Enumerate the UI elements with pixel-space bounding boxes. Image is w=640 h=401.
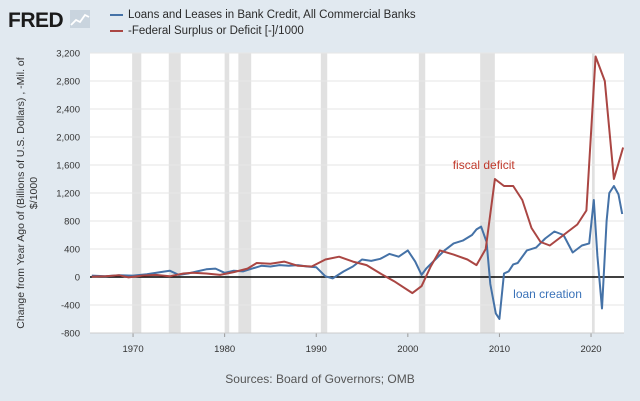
legend-item-loans: Loans and Leases in Bank Credit, All Com…	[110, 7, 416, 23]
y-tick-label: 2,800	[56, 77, 80, 88]
y-axis-label: Change from Year Ago of (Billions of U.S…	[15, 57, 40, 328]
chart-source: Sources: Board of Governors; OMB	[225, 372, 415, 386]
y-axis-label-line: Change from Year Ago of (Billions of U.S…	[15, 57, 27, 328]
chart-legend: Loans and Leases in Bank Credit, All Com…	[110, 7, 416, 39]
annotation-label: loan creation	[513, 287, 582, 301]
y-tick-label: 1,600	[56, 161, 80, 172]
y-tick-label: 1,200	[56, 189, 80, 200]
chart-line-icon	[70, 10, 90, 28]
y-tick-label: -800	[61, 329, 80, 340]
x-tick-label: 1970	[122, 344, 143, 355]
x-tick-label: 2000	[397, 344, 418, 355]
y-tick-label: 400	[64, 245, 80, 256]
legend-item-deficit: -Federal Surplus or Deficit [-]/1000	[110, 23, 416, 39]
y-tick-label: 0	[75, 273, 80, 284]
legend-swatch-deficit	[110, 30, 123, 32]
x-tick-label: 2020	[580, 344, 601, 355]
y-tick-label: 2,000	[56, 133, 80, 144]
series-line-deficit[interactable]	[91, 55, 625, 295]
legend-swatch-loans	[110, 14, 123, 16]
y-tick-label: 3,200	[56, 49, 80, 60]
fred-logo-text: FRED	[8, 9, 64, 32]
x-tick-label: 1990	[306, 344, 327, 355]
legend-label-deficit: -Federal Surplus or Deficit [-]/1000	[128, 25, 304, 37]
x-tick-label: 1980	[214, 344, 235, 355]
y-tick-label: 800	[64, 217, 80, 228]
y-tick-label: 2,400	[56, 105, 80, 116]
y-axis-label-line: $/1000	[28, 177, 40, 209]
legend-label-loans: Loans and Leases in Bank Credit, All Com…	[128, 9, 416, 21]
x-tick-label: 2010	[489, 344, 510, 355]
fred-logo[interactable]: FRED	[8, 6, 108, 32]
annotation-label: fiscal deficit	[453, 158, 516, 172]
y-tick-label: -400	[61, 301, 80, 312]
